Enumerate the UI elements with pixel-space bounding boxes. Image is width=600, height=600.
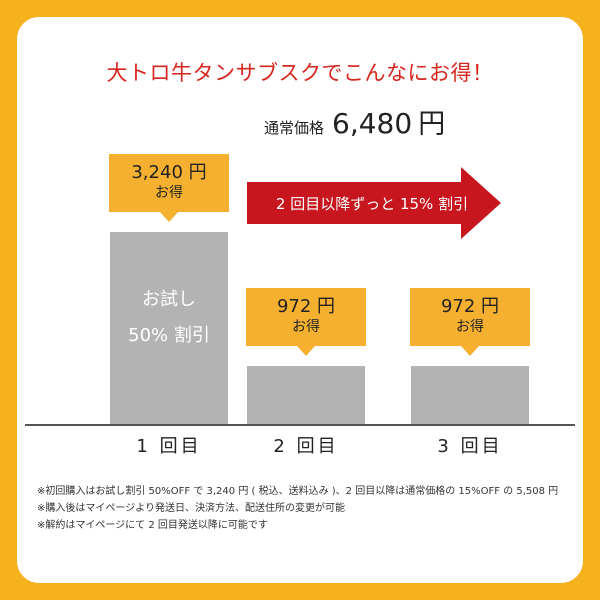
category-label: 2 回目 — [273, 436, 339, 457]
chart-bar — [247, 366, 365, 424]
price-callout: 972 円お得 — [410, 288, 530, 346]
footnote: ※購入後はマイページより発送日、決済方法、配送住所の変更が可能 — [37, 503, 345, 514]
price-callout: 3,240 円お得 — [109, 154, 229, 212]
category-label: 3 回目 — [437, 436, 503, 457]
promo-arrow-body — [247, 182, 461, 224]
callout-note: お得 — [456, 319, 484, 335]
footnote: ※初回購入はお試し割引 50%OFF で 3,240 円 ( 税込、送料込み )… — [37, 486, 559, 497]
regular-price-unit: 円 — [418, 109, 446, 140]
bar-text-trial: お試し — [142, 289, 196, 310]
callout-note: お得 — [292, 319, 320, 335]
callout-price: 972 円 — [440, 296, 500, 317]
footnotes: ※初回購入はお試し割引 50%OFF で 3,240 円 ( 税込、送料込み )… — [37, 483, 567, 534]
promo-arrow-text: 2 回目以降ずっと 15% 割引 — [275, 195, 469, 213]
chart-bar — [411, 366, 529, 424]
category-label: 1 回目 — [136, 436, 202, 457]
chart-bar — [110, 232, 228, 424]
callout-pointer — [461, 346, 479, 356]
headline: 大トロ牛タンサブスクでこんなにお得！ — [106, 61, 494, 85]
regular-price-label: 通常価格 — [264, 119, 325, 137]
bar-text-discount: 50% 割引 — [128, 325, 210, 346]
callout-note: お得 — [155, 185, 183, 201]
callout-pointer — [160, 212, 178, 222]
price-callout: 972 円お得 — [246, 288, 366, 346]
promo-arrow-head — [461, 167, 501, 239]
callout-pointer — [297, 346, 315, 356]
callout-price: 3,240 円 — [131, 162, 207, 183]
content-card: 大トロ牛タンサブスクでこんなにお得！ 通常価格 6,480 円 2 回目以降ずっと … — [17, 17, 583, 583]
footnote: ※解約はマイページにて 2 回目発送以降に可能です — [37, 520, 268, 531]
callout-price: 972 円 — [276, 296, 336, 317]
regular-price: 通常価格 6,480 円 — [264, 102, 445, 141]
chart-baseline — [25, 424, 575, 426]
regular-price-value: 6,480 — [332, 107, 413, 140]
